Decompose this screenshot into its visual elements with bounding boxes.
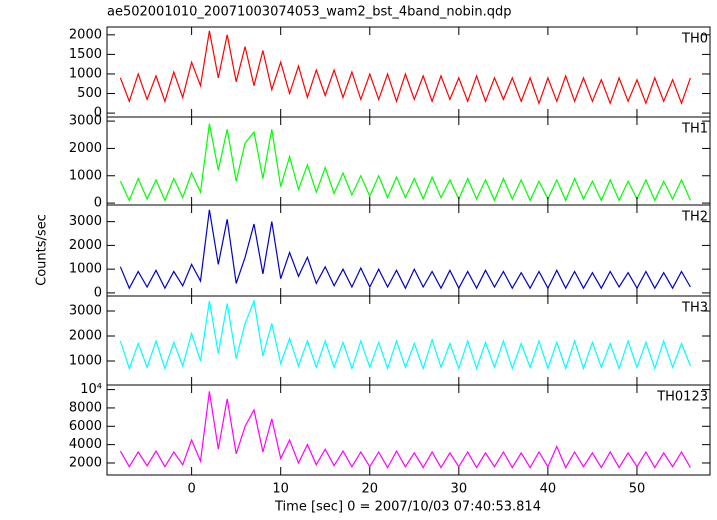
x-axis-label: Time [sec] 0 = 2007/10/03 07:40:53.814 — [274, 500, 541, 515]
y-tick-label: 1000 — [69, 354, 102, 369]
y-tick-label: 8000 — [69, 400, 102, 415]
light-curve — [119, 123, 691, 202]
light-curve — [119, 391, 691, 469]
y-tick-label: 6000 — [69, 419, 102, 434]
panel-label: TH0 — [681, 32, 708, 47]
y-tick-label: 2000 — [69, 329, 102, 344]
y-tick-label: 10⁴ — [80, 382, 102, 397]
y-tick-label: 3000 — [69, 214, 102, 229]
y-tick-label: 4000 — [69, 437, 102, 452]
y-tick-label: 2000 — [69, 455, 102, 470]
y-tick-label: 0 — [94, 106, 102, 121]
panel-frame — [106, 295, 711, 386]
panel-label: TH2 — [681, 210, 708, 225]
y-tick-label: 500 — [77, 86, 102, 101]
y-tick-label: 1500 — [69, 47, 102, 62]
y-tick-label: 3000 — [69, 304, 102, 319]
y-tick-label: 3000 — [69, 114, 102, 129]
chart-title: ae502001010_20071003074053_wam2_bst_4ban… — [107, 5, 512, 20]
y-tick-label: 1000 — [69, 168, 102, 183]
y-tick-label: 2000 — [69, 238, 102, 253]
panel-label: TH0123 — [656, 390, 708, 405]
y-tick-label: 1000 — [69, 66, 102, 81]
x-tick-label: 50 — [629, 482, 646, 497]
y-tick-label: 0 — [94, 285, 102, 300]
light-curve — [119, 209, 691, 290]
y-axis-label: Counts/sec — [35, 214, 50, 286]
y-tick-label: 0 — [94, 196, 102, 211]
y-tick-label: 2000 — [69, 27, 102, 42]
y-tick-label: 1000 — [69, 262, 102, 277]
x-tick-label: 10 — [272, 482, 289, 497]
x-tick-label: 20 — [361, 482, 378, 497]
panel-label: TH3 — [681, 301, 708, 316]
light-curve — [119, 298, 691, 371]
x-tick-label: 30 — [451, 482, 468, 497]
x-tick-label: 40 — [540, 482, 557, 497]
light-curve — [119, 30, 691, 106]
x-tick-label: 0 — [187, 482, 195, 497]
y-tick-label: 2000 — [69, 141, 102, 156]
panel-label: TH1 — [681, 122, 708, 137]
panel-frame — [106, 26, 711, 118]
panel-frame — [106, 384, 711, 476]
